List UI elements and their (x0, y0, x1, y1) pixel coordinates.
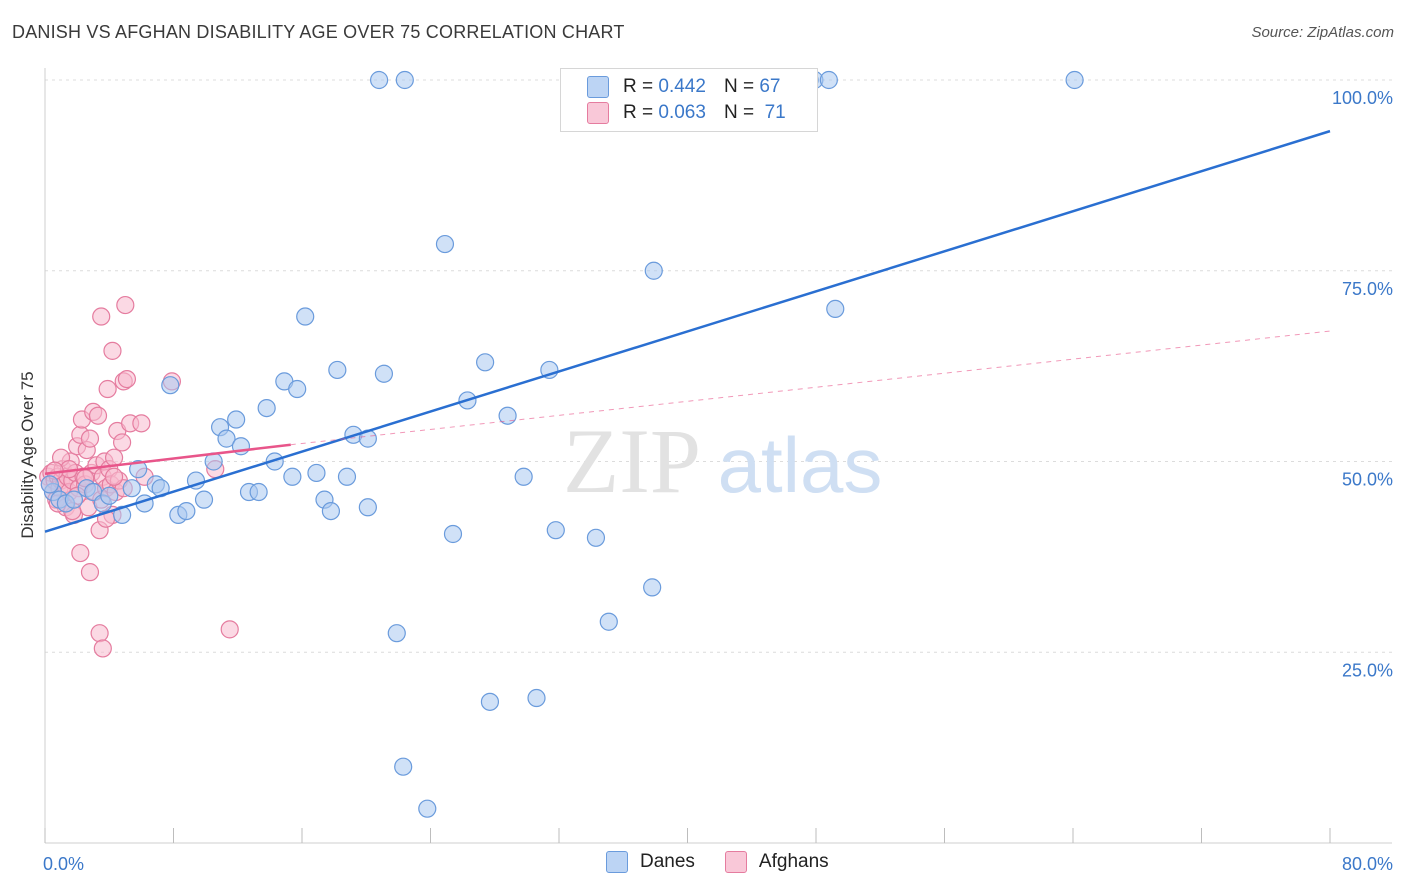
danes-point (122, 479, 141, 498)
danes-point (370, 70, 389, 90)
legend-n-label: N = (723, 76, 755, 97)
danes-point (249, 482, 268, 502)
watermark-atlas: atlas (718, 421, 883, 509)
axes (44, 68, 1392, 844)
danes-point (443, 524, 463, 544)
legend-n-value-afghans: 71 (764, 102, 786, 123)
legend-r-value-afghans: 0.063 (658, 102, 706, 123)
legend-item-afghans[interactable]: Afghans (724, 851, 829, 873)
danes-point (129, 460, 148, 479)
afghans-point (88, 406, 108, 425)
danes-legend-swatch (606, 851, 628, 873)
danes-point (546, 521, 565, 540)
danes-point (1065, 70, 1084, 90)
danes-point (217, 429, 236, 448)
chart-source: Source: ZipAtlas.com (1251, 24, 1394, 41)
afghans-point (112, 433, 132, 452)
danes-trend-line (44, 129, 1331, 533)
legend-row-danes: R = 0.442 N = 67 (587, 74, 780, 100)
y-tick-label: 75.0% (1342, 279, 1393, 299)
afghans-point (103, 341, 122, 360)
afghans-legend-swatch (724, 851, 747, 873)
danes-point (476, 353, 495, 372)
y-tick-label: 100.0% (1332, 88, 1393, 108)
danes-point (337, 467, 357, 486)
danes-point (161, 376, 180, 395)
afghans-point (71, 543, 90, 563)
series-danes-points (40, 70, 1084, 818)
afghans-point (80, 429, 100, 448)
afghans-swatch (587, 102, 609, 124)
correlation-legend: R = 0.442 N = 67 R = 0.063 N = 71 (560, 68, 818, 132)
danes-point (296, 307, 315, 326)
y-tick-label: 25.0% (1342, 660, 1393, 680)
legend-n-value-danes: 67 (759, 76, 781, 97)
y-tick-label: 50.0% (1342, 470, 1393, 490)
danes-point (819, 70, 838, 90)
danes-point (514, 467, 533, 486)
danes-point (599, 612, 618, 631)
legend-label-afghans: Afghans (758, 851, 829, 872)
danes-point (307, 463, 326, 483)
gridlines (45, 79, 1392, 653)
danes-point (257, 398, 276, 418)
danes-point (826, 299, 845, 318)
danes-point (480, 692, 500, 711)
danes-point (418, 799, 437, 818)
afghans-point (98, 379, 117, 399)
afghans-point (117, 369, 137, 389)
legend-n-label: N = (723, 102, 755, 123)
chart-title: DANISH VS AFGHAN DISABILITY AGE OVER 75 … (12, 22, 625, 42)
afghans-trend-line (44, 443, 291, 475)
watermark: ZIP atlas (563, 410, 882, 512)
danes-point (64, 490, 84, 509)
danes-point (435, 234, 455, 254)
danes-point (194, 490, 214, 509)
legend-row-afghans: R = 0.063 N = 71 (587, 100, 786, 126)
danes-point (395, 70, 414, 90)
x-tick-label: 0.0% (43, 854, 84, 874)
afghans-point (220, 620, 239, 639)
legend-item-danes[interactable]: Danes (606, 851, 695, 873)
danes-point (328, 360, 347, 380)
danes-point (288, 379, 307, 399)
danes-point (387, 624, 406, 643)
danes-point (586, 528, 606, 547)
afghans-trend-extension (290, 330, 1331, 446)
afghans-point (132, 414, 151, 433)
danes-point (374, 364, 394, 383)
danes-point (358, 498, 377, 517)
danes-point (643, 578, 662, 597)
danes-swatch (587, 76, 609, 98)
danes-point (227, 410, 246, 429)
danes-point (644, 261, 663, 280)
legend-r-value-danes: 0.442 (658, 76, 706, 97)
afghans-point (92, 307, 111, 326)
danes-point (177, 501, 196, 521)
series-legend: Danes Afghans (606, 851, 859, 873)
danes-point (100, 486, 119, 505)
watermark-zip: ZIP (563, 410, 701, 512)
danes-point (321, 501, 341, 521)
afghans-point (104, 467, 124, 486)
tick-labels: 100.0% 75.0% 50.0% 25.0% 0.0% 80.0% (43, 88, 1393, 874)
legend-label-danes: Danes (640, 851, 695, 872)
afghans-point (90, 624, 109, 643)
danes-point (527, 688, 546, 708)
afghans-point (93, 639, 112, 658)
legend-r-label: R = (623, 76, 654, 97)
legend-r-label: R = (623, 102, 654, 123)
danes-point (283, 467, 302, 486)
danes-point (40, 475, 59, 494)
danes-point (498, 406, 517, 425)
trend-lines (44, 129, 1331, 533)
danes-point (394, 757, 413, 776)
afghans-point (116, 295, 135, 315)
x-tick-label: 80.0% (1342, 854, 1393, 874)
afghans-point (80, 563, 100, 582)
